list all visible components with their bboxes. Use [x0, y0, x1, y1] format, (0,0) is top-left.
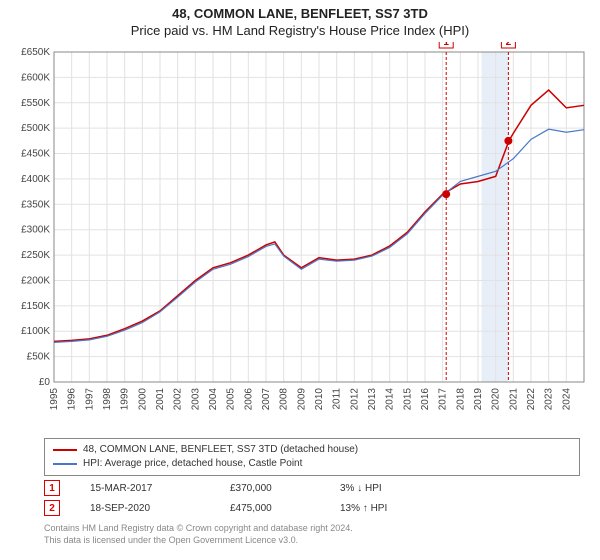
svg-text:2002: 2002	[173, 388, 184, 411]
svg-text:2003: 2003	[190, 388, 201, 411]
svg-text:£200K: £200K	[21, 275, 50, 286]
svg-text:£50K: £50K	[27, 352, 51, 363]
svg-text:2021: 2021	[508, 388, 519, 411]
svg-text:£300K: £300K	[21, 225, 50, 236]
sale-price-1: £370,000	[230, 483, 310, 494]
sale-price-2: £475,000	[230, 503, 310, 514]
sale-row-2: 2 18-SEP-2020 £475,000 13% ↑ HPI	[44, 500, 580, 516]
legend-swatch-subject	[53, 449, 77, 451]
sale-row-1: 1 15-MAR-2017 £370,000 3% ↓ HPI	[44, 480, 580, 496]
svg-text:2001: 2001	[155, 388, 166, 411]
chart-title: 48, COMMON LANE, BENFLEET, SS7 3TD	[0, 0, 600, 21]
svg-text:1995: 1995	[49, 388, 60, 411]
svg-text:1: 1	[443, 42, 449, 48]
svg-text:£550K: £550K	[21, 98, 50, 109]
svg-text:2016: 2016	[420, 388, 431, 411]
footer-text: Contains HM Land Registry data © Crown c…	[44, 522, 580, 546]
legend-label-subject: 48, COMMON LANE, BENFLEET, SS7 3TD (deta…	[83, 443, 358, 457]
svg-text:1998: 1998	[102, 388, 113, 411]
svg-text:£600K: £600K	[21, 72, 50, 83]
svg-text:2: 2	[506, 42, 512, 48]
footer-line-1: Contains HM Land Registry data © Crown c…	[44, 522, 580, 534]
sale-date-2: 18-SEP-2020	[90, 503, 200, 514]
sale-date-1: 15-MAR-2017	[90, 483, 200, 494]
svg-text:2020: 2020	[491, 388, 502, 411]
svg-text:£400K: £400K	[21, 174, 50, 185]
legend-swatch-hpi	[53, 463, 77, 465]
legend-item-subject: 48, COMMON LANE, BENFLEET, SS7 3TD (deta…	[53, 443, 571, 457]
chart-plot-area: £0 £50K £100K £150K £200K £250K £300K £350K £400…	[10, 42, 590, 432]
svg-text:2005: 2005	[226, 388, 237, 411]
svg-text:£350K: £350K	[21, 199, 50, 210]
svg-text:2019: 2019	[473, 388, 484, 411]
sale-pct-1: 3% ↓ HPI	[340, 483, 420, 494]
legend-box: 48, COMMON LANE, BENFLEET, SS7 3TD (deta…	[44, 438, 580, 476]
svg-text:2009: 2009	[296, 388, 307, 411]
svg-text:2013: 2013	[367, 388, 378, 411]
svg-text:2014: 2014	[385, 388, 396, 411]
sale-pct-2: 13% ↑ HPI	[340, 503, 420, 514]
svg-text:2012: 2012	[349, 388, 360, 411]
chart-container: 48, COMMON LANE, BENFLEET, SS7 3TD Price…	[0, 0, 600, 560]
svg-text:£0: £0	[39, 377, 51, 388]
svg-text:2022: 2022	[526, 388, 537, 411]
svg-text:£100K: £100K	[21, 326, 50, 337]
svg-text:2010: 2010	[314, 388, 325, 411]
svg-text:£650K: £650K	[21, 47, 50, 58]
chart-svg: £0 £50K £100K £150K £200K £250K £300K £350K £400…	[10, 42, 590, 432]
svg-text:2017: 2017	[438, 388, 449, 411]
sale-marker-1: 1	[44, 480, 60, 496]
footer-line-2: This data is licensed under the Open Gov…	[44, 534, 580, 546]
svg-text:2023: 2023	[544, 388, 555, 411]
sale-marker-2: 2	[44, 500, 60, 516]
svg-text:1996: 1996	[67, 388, 78, 411]
svg-text:2006: 2006	[243, 388, 254, 411]
svg-text:2007: 2007	[261, 388, 272, 411]
svg-text:£150K: £150K	[21, 301, 50, 312]
svg-text:£250K: £250K	[21, 250, 50, 261]
svg-text:1999: 1999	[120, 388, 131, 411]
svg-text:2011: 2011	[332, 388, 343, 410]
svg-text:2018: 2018	[455, 388, 466, 411]
svg-text:1997: 1997	[84, 388, 95, 411]
svg-text:2008: 2008	[279, 388, 290, 411]
svg-text:2015: 2015	[402, 388, 413, 411]
svg-text:£450K: £450K	[21, 149, 50, 160]
legend-item-hpi: HPI: Average price, detached house, Cast…	[53, 457, 571, 471]
svg-text:2024: 2024	[561, 388, 572, 411]
svg-text:£500K: £500K	[21, 123, 50, 134]
legend-label-hpi: HPI: Average price, detached house, Cast…	[83, 457, 302, 471]
svg-text:2004: 2004	[208, 388, 219, 411]
chart-subtitle: Price paid vs. HM Land Registry's House …	[0, 21, 600, 42]
svg-text:2000: 2000	[137, 388, 148, 411]
